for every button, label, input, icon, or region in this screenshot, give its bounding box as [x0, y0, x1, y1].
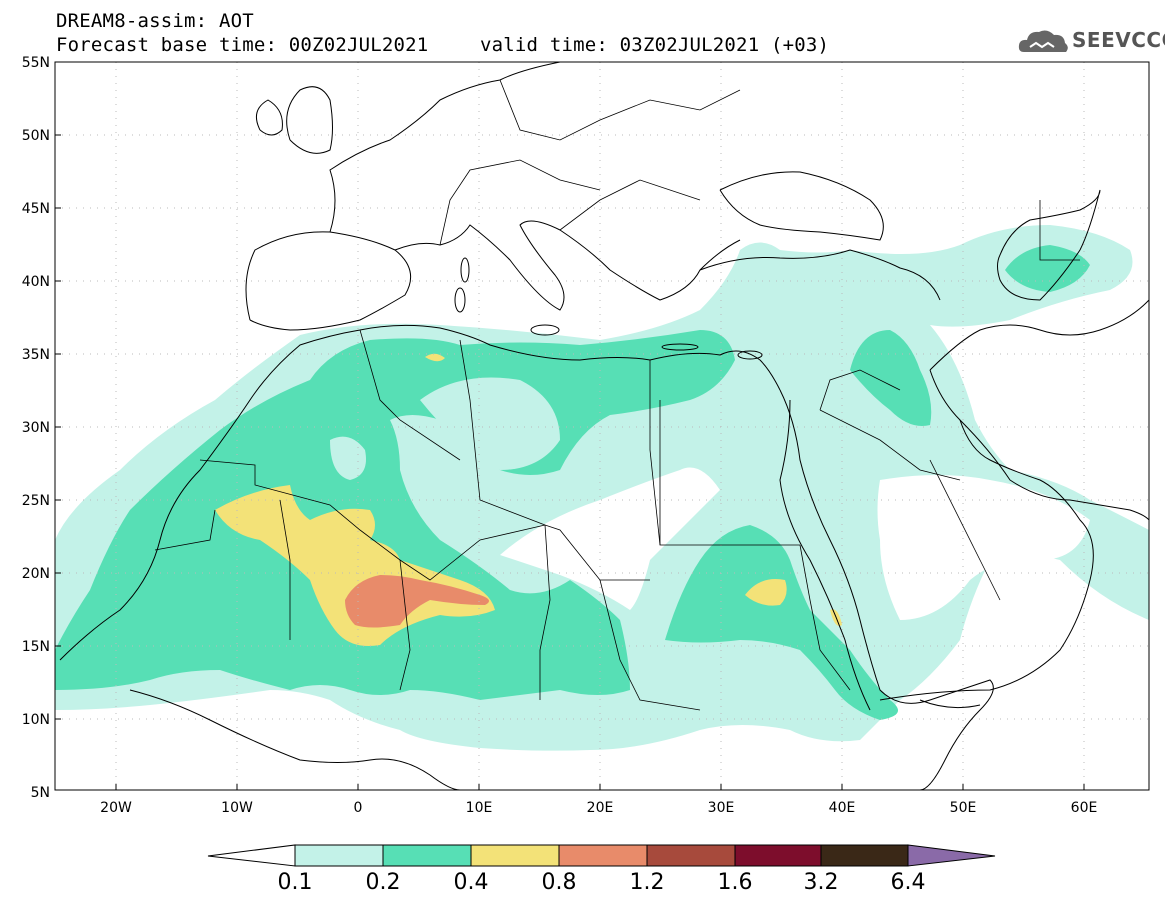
colorbar-label: 0.2: [365, 870, 401, 895]
lon-label: 20W: [100, 800, 132, 816]
colorbar-swatch: [820, 844, 909, 867]
colorbar-swatch: [734, 844, 822, 867]
aot-band-0.2-caspian: [1005, 245, 1090, 292]
lon-label: 20E: [587, 800, 614, 816]
lon-label: 40E: [829, 800, 856, 816]
lat-labels: 55N 50N 45N 40N 35N 30N 25N 20N 15N 10N …: [22, 55, 50, 801]
colorbar: [207, 844, 996, 867]
lon-label: 0: [354, 800, 363, 816]
aot-band-0.2-iraq: [850, 330, 932, 426]
aot-band-0.4-sudan: [745, 579, 787, 606]
colorbar-label: 0.8: [541, 870, 577, 895]
colorbar-label: 1.2: [629, 870, 665, 895]
logo-text: SEEVCCC: [1072, 28, 1165, 52]
aot-band-0.4: [215, 485, 495, 646]
colorbar-label: 0.1: [277, 870, 313, 895]
lat-label: 25N: [22, 493, 50, 509]
colorbar-swatch: [382, 844, 472, 867]
lat-label: 30N: [22, 420, 50, 436]
map-title: DREAM8-assim: AOT: [56, 10, 254, 32]
lat-label: 45N: [22, 201, 50, 217]
lat-label: 5N: [31, 785, 50, 801]
colorbar-high-arrow: [907, 844, 996, 867]
colorbar-label: 1.6: [717, 870, 753, 895]
axis-ticks: [55, 134, 1085, 790]
aot-hole-algeria: [330, 436, 366, 480]
lat-label: 40N: [22, 274, 50, 290]
valid-time: valid time: 03Z02JUL2021 (+03): [480, 34, 830, 56]
aot-band-0.2-west: [55, 330, 735, 700]
aot-band-0.8: [345, 575, 489, 628]
coastlines: [59, 62, 1149, 790]
cloud-logo-icon: [1018, 30, 1068, 52]
graticule: [55, 62, 1149, 790]
colorbar-swatch: [646, 844, 736, 867]
colorbar-swatch: [470, 844, 560, 867]
lon-label: 30E: [708, 800, 735, 816]
aot-band-0.2-red-sea: [665, 525, 898, 720]
lon-label: 10E: [466, 800, 493, 816]
lat-label: 35N: [22, 347, 50, 363]
lon-labels: 20W 10W 0 10E 20E 30E 40E 50E 60E: [100, 800, 1097, 816]
colorbar-label: 6.4: [890, 870, 926, 895]
colorbar-label: 0.4: [453, 870, 489, 895]
lon-label: 60E: [1071, 800, 1098, 816]
colorbar-low-arrow: [207, 844, 296, 867]
lat-label: 55N: [22, 55, 50, 71]
forecast-base-time: Forecast base time: 00Z02JUL2021: [56, 34, 429, 56]
borders: [154, 79, 1080, 711]
lat-label: 10N: [22, 712, 50, 728]
aot-clear-arabia: [877, 475, 1090, 620]
map-frame: [54, 61, 1150, 791]
lon-label: 10W: [221, 800, 253, 816]
aot-band-0.4-tunisia: [425, 353, 445, 362]
colorbar-swatch: [558, 844, 648, 867]
aot-contours: [55, 225, 1149, 751]
aot-hole-libya: [420, 377, 560, 470]
lat-label: 50N: [22, 128, 50, 144]
lat-label: 15N: [22, 639, 50, 655]
colorbar-swatch: [294, 844, 384, 867]
lat-label: 20N: [22, 566, 50, 582]
aot-clear-egypt: [500, 467, 720, 610]
lon-label: 50E: [950, 800, 977, 816]
colorbar-label: 3.2: [803, 870, 839, 895]
